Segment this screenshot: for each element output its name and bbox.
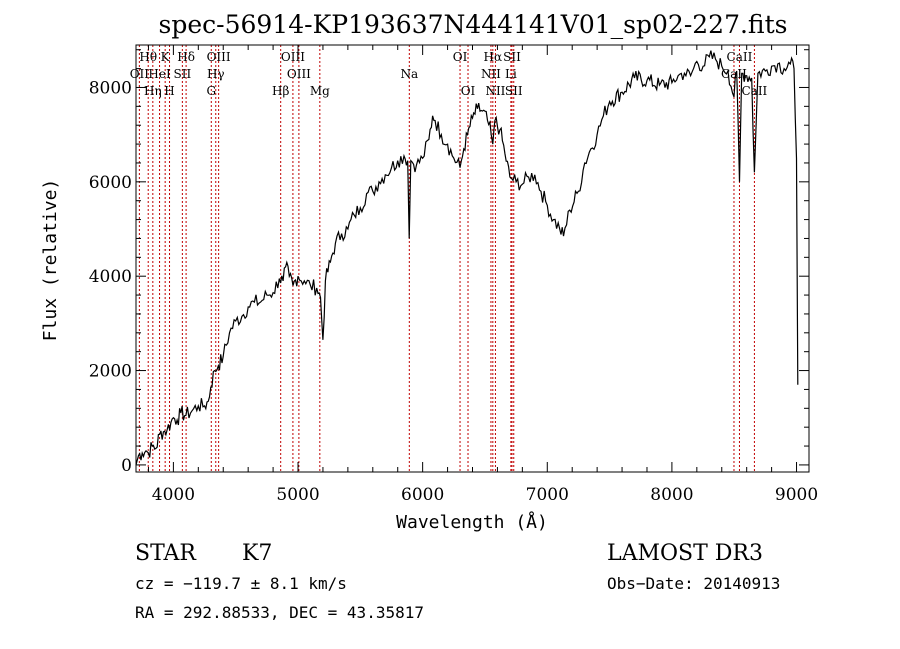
line-label-13: OIII <box>287 67 311 81</box>
line-label-23: SII <box>505 84 523 98</box>
survey-name: LAMOST DR3 <box>607 541 763 566</box>
x-tick-label: 8000 <box>650 485 693 505</box>
spectral-subclass: K7 <box>242 541 272 566</box>
y-tick-label: 8000 <box>89 78 132 98</box>
line-label-18: Hα <box>484 50 503 64</box>
line-label-2: Hη <box>144 84 162 98</box>
line-label-15: Na <box>400 67 418 81</box>
line-label-24: CaII <box>727 50 753 64</box>
line-label-14: Mg <box>310 84 330 98</box>
x-axis-label: Wavelength (Å) <box>396 511 548 533</box>
line-label-5: H <box>164 84 174 98</box>
y-tick-label: 6000 <box>89 173 132 193</box>
x-tick-label: 5000 <box>276 485 319 505</box>
line-label-21: SII <box>503 50 521 64</box>
line-label-12: OIII <box>281 50 305 64</box>
x-tick-label: 4000 <box>152 485 195 505</box>
line-label-25: CaII <box>721 67 747 81</box>
x-tick-label: 9000 <box>775 485 818 505</box>
spectral-line-markers <box>138 45 755 472</box>
line-label-7: Hδ <box>177 50 195 64</box>
line-label-8: OIII <box>207 50 231 64</box>
line-label-10: G <box>206 84 216 98</box>
coordinates: RA = 292.88533, DEC = 43.35817 <box>135 603 424 622</box>
line-label-11: Hβ <box>272 84 289 98</box>
y-axis-label: Flux (relative) <box>40 179 61 342</box>
y-tick-label: 4000 <box>89 267 132 287</box>
observation-date: Obs−Date: 20140913 <box>607 574 780 593</box>
line-label-4: HeI <box>148 67 171 81</box>
x-tick-label: 6000 <box>401 485 444 505</box>
object-class: STAR <box>135 541 197 566</box>
line-label-6: SII <box>174 67 192 81</box>
flux-series-line <box>135 50 799 466</box>
chart-title: spec-56914-KP193637N444141V01_sp02-227.f… <box>159 10 788 39</box>
line-label-3: K <box>161 50 171 64</box>
line-label-9: Hγ <box>207 67 225 81</box>
x-tick-label: 7000 <box>526 485 569 505</box>
line-label-26: CaII <box>741 84 767 98</box>
x-axis-ticks: 4000 5000 6000 7000 8000 9000 <box>147 45 818 505</box>
line-label-0: Hθ <box>139 50 157 64</box>
y-tick-label: 2000 <box>89 362 132 382</box>
line-label-1: OII <box>130 67 150 81</box>
line-label-22: Li <box>505 67 517 81</box>
y-tick-label: 0 <box>121 456 132 476</box>
line-label-19: NII <box>481 67 501 81</box>
redshift-value: cz = −119.7 ± 8.1 km/s <box>135 574 347 593</box>
line-label-20: NII <box>485 84 505 98</box>
line-label-16: OI <box>453 50 468 64</box>
plot-frame <box>135 44 810 473</box>
line-label-17: OI <box>461 84 476 98</box>
y-axis-ticks: 0 2000 4000 6000 8000 <box>89 49 809 476</box>
